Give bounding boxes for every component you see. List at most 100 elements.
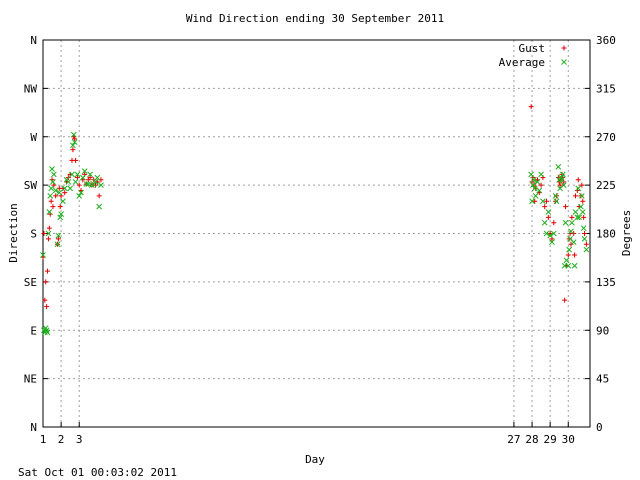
- average-point: [531, 185, 538, 192]
- average-point: [70, 142, 76, 149]
- average-point: [562, 219, 569, 226]
- chart-title: Wind Direction ending 30 September 2011: [186, 12, 444, 25]
- average-point: [528, 171, 534, 178]
- average-point: [55, 232, 62, 239]
- gust-point: [582, 231, 588, 236]
- average-point: [552, 193, 559, 199]
- legend: Gust Average: [499, 42, 567, 69]
- gust-point: [563, 204, 569, 210]
- y-tick-label-left: SW: [24, 179, 38, 192]
- average-point: [560, 182, 567, 188]
- average-point: [578, 193, 585, 199]
- average-point: [576, 214, 582, 221]
- average-point: [578, 203, 584, 210]
- y2-axis-label: Degrees: [620, 210, 633, 256]
- average-point: [92, 179, 99, 185]
- average-point: [65, 179, 72, 185]
- average-point: [574, 214, 581, 221]
- average-point: [543, 230, 550, 237]
- average-point: [534, 179, 541, 185]
- plot-area-border: [42, 39, 591, 428]
- average-point: [50, 179, 56, 185]
- gust-point: [557, 182, 563, 188]
- gust-point: [566, 236, 572, 242]
- gust-point: [42, 297, 48, 303]
- average-point: [47, 193, 54, 199]
- gust-point: [553, 193, 559, 199]
- y-tick-label-left: S: [30, 228, 37, 241]
- average-point: [56, 189, 63, 196]
- footer-timestamp: Sat Oct 01 00:03:02 2011: [18, 466, 177, 479]
- average-point: [549, 239, 555, 245]
- gust-point: [48, 198, 54, 204]
- average-point: [76, 193, 83, 199]
- average-point: [79, 174, 86, 181]
- y-tick-label-left: N: [30, 421, 37, 434]
- y-tick-label-left: SE: [24, 276, 37, 289]
- grid-lines: [43, 40, 590, 427]
- average-point: [575, 185, 582, 192]
- gust-point: [43, 279, 49, 285]
- average-point: [532, 193, 539, 199]
- x-axis: 1 2 3 27 28 29 30: [40, 422, 575, 446]
- legend-average-glyph: [561, 59, 567, 65]
- average-point: [74, 171, 81, 178]
- average-point: [565, 262, 572, 269]
- average-point: [583, 246, 590, 253]
- gust-point: [551, 220, 557, 226]
- gust-point: [578, 193, 584, 199]
- average-point: [579, 209, 586, 215]
- y-tick-label-left: NW: [24, 82, 38, 95]
- average-point: [61, 185, 68, 192]
- average-point: [536, 187, 543, 194]
- y-tick-label-right: 0: [596, 421, 603, 434]
- average-point: [83, 181, 90, 187]
- y-tick-label-right: 360: [596, 34, 616, 47]
- average-point: [569, 219, 575, 226]
- x-tick-label: 29: [544, 433, 557, 446]
- average-point: [52, 187, 59, 194]
- gust-point: [96, 193, 102, 199]
- average-point: [566, 246, 573, 253]
- average-point: [45, 230, 52, 237]
- x-tick-label: 3: [76, 433, 83, 446]
- average-point: [87, 171, 93, 178]
- gust-point: [583, 241, 589, 247]
- x-tick-label: 30: [562, 433, 575, 446]
- gust-point: [57, 204, 63, 210]
- average-point: [559, 171, 566, 178]
- average-point: [40, 252, 46, 258]
- y-tick-label-right: 135: [596, 276, 616, 289]
- gust-point: [545, 214, 551, 220]
- gust-point: [532, 198, 538, 204]
- average-point: [568, 228, 574, 235]
- average-point: [547, 232, 554, 239]
- gust-point: [46, 225, 52, 231]
- gust-point: [553, 198, 559, 204]
- gust-point: [544, 198, 550, 204]
- average-point: [94, 174, 101, 181]
- average-point: [78, 189, 84, 196]
- x-tick-label: 28: [525, 433, 538, 446]
- gust-point: [575, 177, 581, 183]
- gust-point: [41, 231, 47, 236]
- gust-point: [572, 252, 578, 258]
- y-tick-label-left: E: [30, 324, 37, 337]
- gust-point: [76, 182, 82, 188]
- average-point: [581, 236, 588, 242]
- average-point: [96, 203, 103, 210]
- average-point: [58, 211, 64, 218]
- average-point: [44, 329, 51, 336]
- average-point: [85, 181, 92, 187]
- gust-point: [73, 157, 79, 163]
- gust-point: [55, 236, 61, 242]
- gust-point: [565, 252, 571, 258]
- y-tick-label-right: 225: [596, 179, 616, 192]
- y-tick-label-left: NE: [24, 373, 37, 386]
- y-tick-label-right: 315: [596, 82, 616, 95]
- average-point: [71, 139, 78, 145]
- x-tick-label: 2: [58, 433, 65, 446]
- y-axis-label: Direction: [7, 203, 20, 263]
- average-point: [51, 171, 57, 178]
- gust-point: [87, 175, 93, 181]
